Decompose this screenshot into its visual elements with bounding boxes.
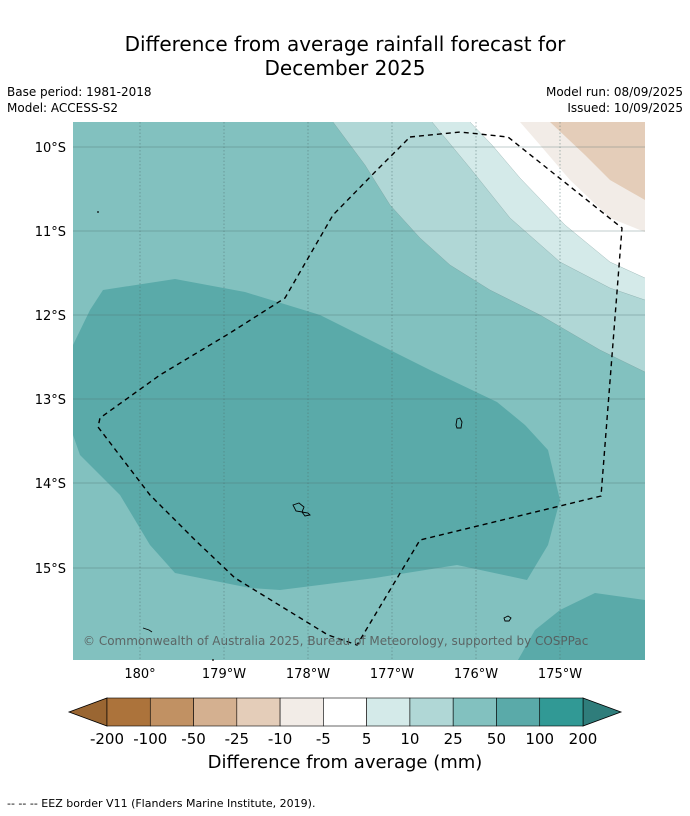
lat-label: 15°S (35, 562, 66, 577)
colorbar-tick: -200 (90, 730, 124, 748)
region-neg25-neg10 (550, 122, 645, 200)
colorbar-tick: -10 (268, 730, 293, 748)
colorbar-swatch (279, 697, 324, 727)
lat-label: 12°S (35, 309, 66, 324)
map-title-line1: Difference from average rainfall forecas… (124, 32, 566, 56)
colorbar-swatch (496, 697, 541, 727)
colorbar-tick: -50 (181, 730, 206, 748)
longitude-labels: 180° 179°W 178°W 177°W 176°W 175°W (124, 667, 582, 682)
colorbar: -200 -100 -50 -25 -10 -5 5 10 25 50 100 200 (67, 697, 623, 748)
lon-label: 176°W (454, 667, 498, 682)
colorbar-swatch (236, 697, 281, 727)
islands (97, 211, 512, 661)
colorbar-tick: 50 (487, 730, 506, 748)
colorbar-tick: -5 (316, 730, 331, 748)
model-run: Model run: 08/09/2025 (545, 85, 683, 99)
region-50-100 (73, 279, 560, 590)
island-southeast (503, 615, 512, 622)
colorbar-swatch (409, 697, 454, 727)
lon-label: 180° (124, 667, 155, 682)
map-plot-area (73, 122, 645, 660)
lat-label: 14°S (35, 477, 66, 492)
lon-label: 179°W (202, 667, 246, 682)
map-title-line2: December 2025 (264, 56, 426, 80)
copyright-notice: © Commonwealth of Australia 2025, Bureau… (83, 634, 588, 648)
lon-label: 178°W (286, 667, 330, 682)
colorbar-swatch (539, 697, 584, 727)
colorbar-swatch (366, 697, 411, 727)
colorbar-tick: 100 (525, 730, 554, 748)
colorbar-swatch (193, 697, 238, 727)
lon-label: 175°W (538, 667, 582, 682)
island-northwest (97, 211, 99, 213)
colorbar-tick: -25 (225, 730, 250, 748)
colorbar-tick: 200 (569, 730, 598, 748)
rainfall-anomaly-map: © Commonwealth of Australia 2025, Bureau… (35, 122, 645, 748)
island-southwest (142, 627, 153, 633)
lat-label: 10°S (35, 141, 66, 156)
lon-label: 177°W (370, 667, 414, 682)
latitude-labels: 10°S 11°S 12°S 13°S 14°S 15°S (35, 141, 66, 577)
island-south-mini (212, 659, 214, 661)
colorbar-tick: 25 (444, 730, 463, 748)
colorbar-tick: 5 (362, 730, 372, 748)
issued-date: Issued: 10/09/2025 (567, 101, 683, 115)
colorbar-swatch (452, 697, 497, 727)
island-east (455, 417, 463, 429)
base-period: Base period: 1981-2018 (7, 85, 152, 99)
colorbar-tick: 10 (400, 730, 419, 748)
lat-label: 13°S (35, 393, 66, 408)
map-gridlines (73, 122, 645, 660)
colorbar-label: Difference from average (mm) (207, 752, 483, 773)
eez-border (97, 131, 623, 646)
colorbar-extend-low (67, 697, 108, 727)
colorbar-swatch (323, 697, 367, 727)
lat-label: 11°S (35, 225, 66, 240)
eez-legend-note: -- -- -- EEZ border V11 (Flanders Marine… (7, 797, 316, 810)
colorbar-tick: -100 (133, 730, 167, 748)
colorbar-extend-high (582, 697, 623, 727)
region-50-100-bottom (518, 593, 645, 660)
model-name: Model: ACCESS-S2 (7, 101, 119, 115)
colorbar-swatch (149, 697, 194, 727)
island-group-west (292, 502, 311, 517)
colorbar-swatch (106, 697, 151, 727)
